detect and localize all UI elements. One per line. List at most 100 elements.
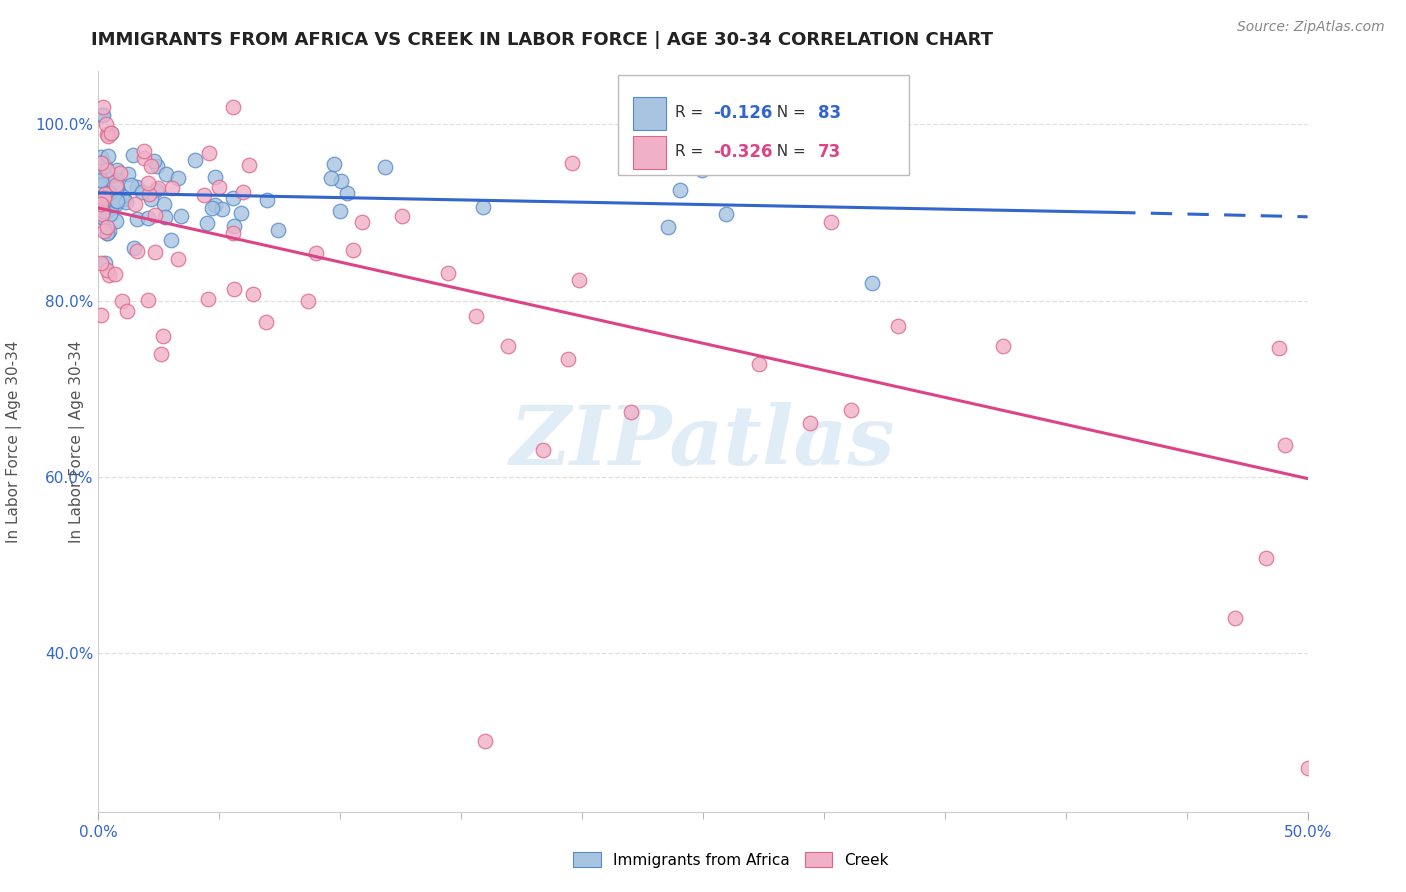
Point — [336, 186, 359, 200]
Point — [211, 202, 233, 216]
Text: N =: N = — [768, 105, 811, 120]
Point — [98, 207, 121, 221]
Point — [131, 185, 153, 199]
FancyBboxPatch shape — [633, 97, 665, 130]
Point — [184, 153, 207, 167]
Text: IMMIGRANTS FROM AFRICA VS CREEK IN LABOR FORCE | AGE 30-34 CORRELATION CHART: IMMIGRANTS FROM AFRICA VS CREEK IN LABOR… — [91, 31, 994, 49]
Point — [104, 194, 127, 208]
Point — [132, 144, 155, 158]
Point — [222, 219, 245, 234]
Point — [1296, 761, 1319, 775]
Point — [860, 276, 883, 290]
Point — [90, 196, 112, 211]
Text: 83: 83 — [818, 103, 841, 122]
Point — [714, 207, 737, 221]
Point — [342, 243, 364, 257]
Point — [105, 162, 128, 177]
Point — [105, 178, 128, 192]
Point — [107, 194, 129, 208]
Point — [91, 178, 114, 192]
Point — [208, 180, 231, 194]
Point — [105, 179, 128, 194]
Point — [668, 183, 690, 197]
Point — [1256, 551, 1278, 566]
Point — [105, 181, 128, 195]
Point — [139, 159, 162, 173]
Point — [90, 155, 112, 169]
Point — [90, 197, 112, 211]
Point — [122, 241, 145, 255]
Point — [471, 200, 494, 214]
Point — [94, 196, 117, 211]
FancyBboxPatch shape — [633, 136, 665, 169]
Point — [98, 224, 121, 238]
Point — [474, 734, 496, 748]
Legend: Immigrants from Africa, Creek: Immigrants from Africa, Creek — [567, 846, 896, 873]
Point — [90, 309, 112, 323]
Point — [799, 416, 821, 430]
Y-axis label: In Labor Force | Age 30-34: In Labor Force | Age 30-34 — [69, 340, 84, 543]
Point — [96, 226, 118, 240]
Text: -0.126: -0.126 — [713, 103, 772, 122]
Point — [136, 211, 159, 225]
Point — [496, 339, 519, 353]
Point — [93, 256, 115, 270]
Point — [149, 346, 172, 360]
Point — [143, 245, 166, 260]
Text: R =: R = — [675, 145, 709, 159]
Text: ZIPatlas: ZIPatlas — [510, 401, 896, 482]
Point — [267, 223, 290, 237]
Point — [568, 273, 591, 287]
Point — [561, 156, 583, 170]
Point — [304, 246, 326, 260]
Point — [557, 352, 579, 367]
Text: N =: N = — [768, 145, 811, 159]
Point — [748, 357, 770, 371]
Point — [991, 339, 1014, 353]
Point — [690, 162, 713, 177]
Point — [350, 215, 373, 229]
Point — [101, 188, 124, 202]
Point — [91, 108, 114, 122]
Point — [90, 256, 112, 270]
Point — [166, 252, 188, 266]
Point — [229, 206, 252, 220]
Point — [100, 126, 122, 140]
Point — [1223, 611, 1246, 625]
Point — [90, 164, 112, 178]
Point — [391, 209, 413, 223]
Point — [620, 405, 643, 419]
Point — [104, 267, 127, 281]
Point — [153, 210, 176, 224]
Point — [193, 188, 215, 202]
Point — [121, 178, 143, 192]
Point — [93, 195, 115, 210]
Point — [437, 266, 460, 280]
Text: 73: 73 — [818, 143, 841, 161]
Point — [96, 219, 118, 234]
Point — [201, 202, 224, 216]
Text: Source: ZipAtlas.com: Source: ZipAtlas.com — [1237, 20, 1385, 34]
Point — [222, 100, 245, 114]
Point — [221, 227, 243, 241]
Point — [145, 159, 167, 173]
Point — [115, 194, 138, 209]
Point — [464, 309, 486, 323]
Point — [97, 128, 120, 143]
Point — [111, 294, 134, 309]
Point — [110, 166, 132, 180]
Point — [98, 186, 121, 201]
Point — [91, 192, 114, 206]
Point — [329, 174, 352, 188]
Point — [136, 176, 159, 190]
Point — [139, 192, 162, 206]
Point — [195, 216, 218, 230]
Point — [887, 318, 910, 333]
Point — [94, 200, 117, 214]
Point — [90, 210, 112, 224]
Point — [198, 145, 221, 160]
Point — [232, 185, 254, 199]
Point — [112, 192, 135, 206]
Point — [1274, 438, 1296, 452]
Point — [111, 189, 134, 203]
